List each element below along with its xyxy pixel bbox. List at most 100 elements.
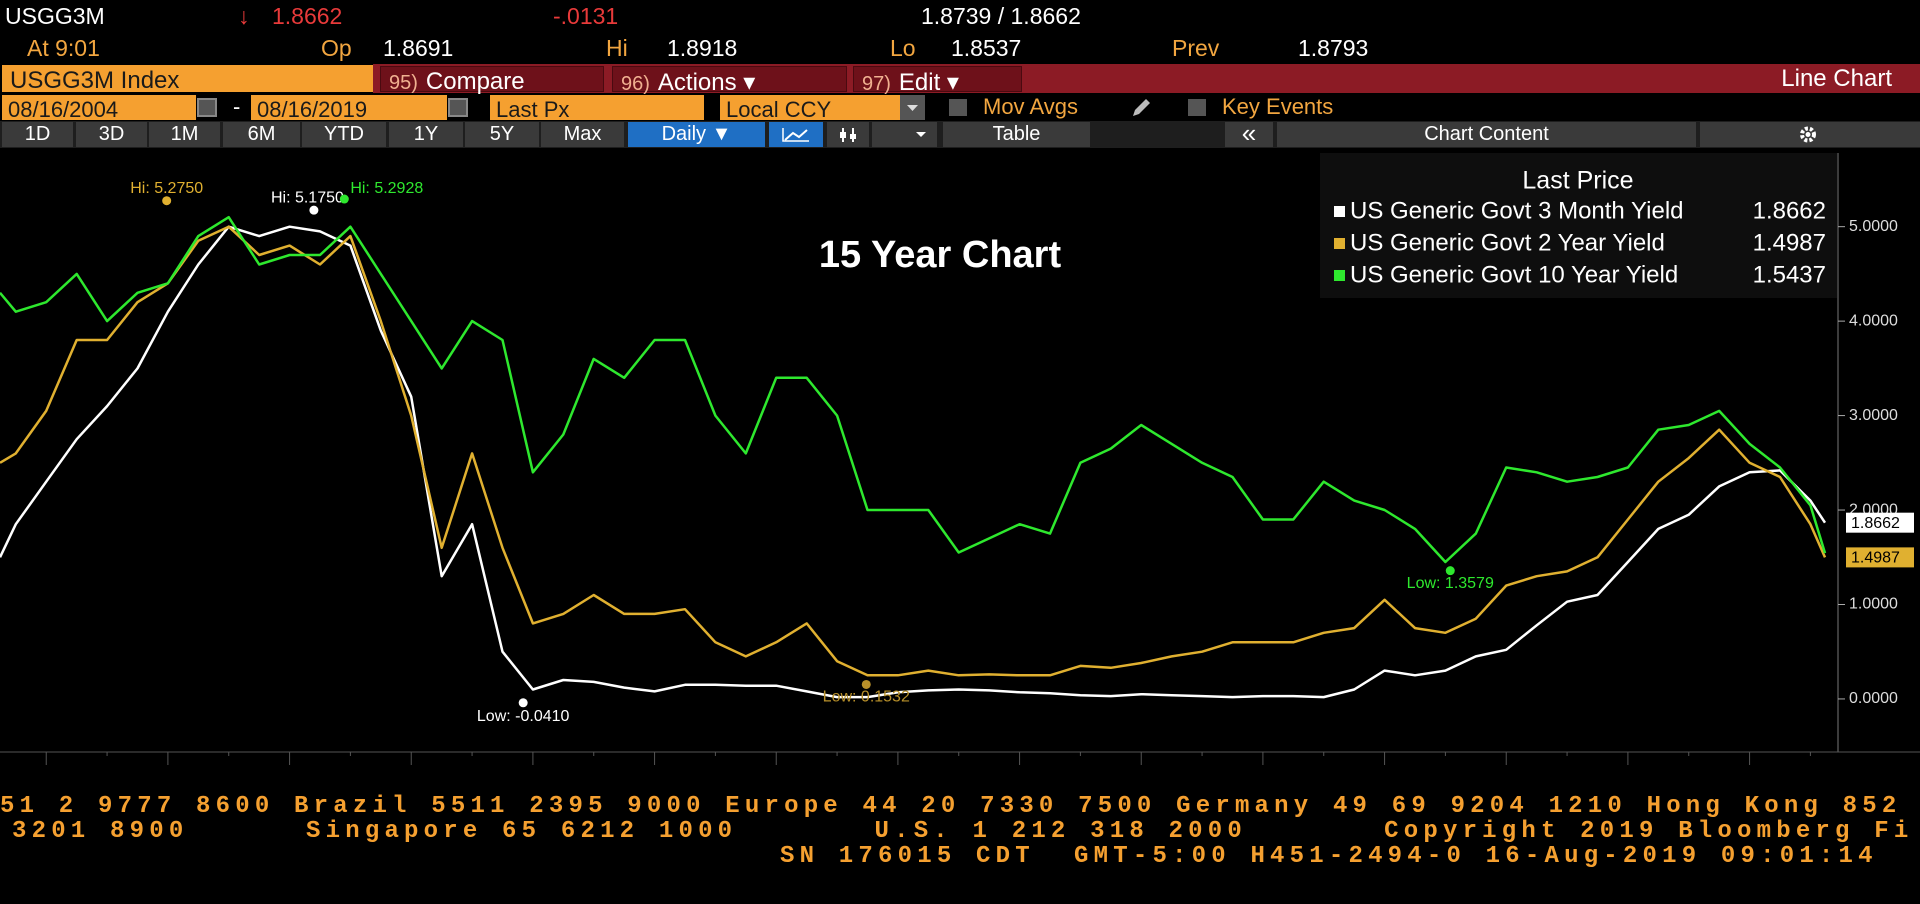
- button-label: Compare: [425, 68, 525, 95]
- last-price-tag: [1846, 512, 1914, 533]
- icon: [840, 128, 856, 142]
- series-line: [0, 215, 1827, 564]
- annotation-point: [518, 698, 528, 708]
- button-number: 96): [621, 73, 650, 95]
- checkbox[interactable]: [1188, 99, 1206, 116]
- line-icon[interactable]: [769, 122, 823, 147]
- y-tick-label: 3.0000: [1849, 407, 1898, 424]
- annotation-point: [309, 205, 319, 215]
- last-price-tag: [1846, 547, 1914, 568]
- footer-line: 3201 8900 Singapore 65 6212 1000 U.S. 1 …: [12, 818, 1914, 845]
- annotation-label: Low: -0.0410: [477, 708, 570, 725]
- annotation-point: [339, 194, 349, 204]
- icon: [916, 132, 926, 137]
- field[interactable]: Last Px: [490, 95, 704, 122]
- gear-icon: [1800, 126, 1816, 143]
- prev-label: Prev: [1172, 35, 1220, 61]
- y-tick-label: 4.0000: [1849, 312, 1898, 329]
- last-price-tag-label: 1.8662: [1851, 515, 1900, 532]
- calendar-icon[interactable]: [197, 98, 217, 117]
- toolbar-button[interactable]: 97) Edit ▾: [853, 66, 1022, 96]
- annotation-label: Low: 0.1532: [823, 689, 910, 706]
- range-button[interactable]: 5Y: [465, 122, 539, 147]
- legend-value: 1.8662: [1753, 197, 1826, 224]
- annotation-point: [162, 196, 172, 206]
- toolbar-button[interactable]: 96) Actions ▾: [612, 66, 847, 96]
- view-name: Line Chart: [1781, 65, 1892, 92]
- currency[interactable]: Local CCY: [720, 95, 900, 122]
- quote: 1.8739 / 1.8662: [921, 3, 1081, 29]
- range-button[interactable]: 1D: [2, 122, 73, 147]
- start-date[interactable]: 08/16/2004: [2, 95, 196, 122]
- series-line: [0, 225, 1827, 699]
- footer-line: SN 176015 CDT GMT-5:00 H451-2494-0 16-Au…: [780, 843, 1878, 870]
- last-price-tag-label: 1.4987: [1851, 550, 1900, 567]
- toolbar-button[interactable]: 95) Compare: [380, 66, 604, 95]
- y-tick-label: 5.0000: [1849, 218, 1898, 235]
- legend-value: 1.5437: [1753, 261, 1826, 288]
- annotation-label: Hi: 5.2928: [350, 180, 423, 197]
- legend-label: US Generic Govt 3 Month Yield: [1350, 197, 1684, 224]
- end-date[interactable]: 08/16/2019: [251, 95, 447, 122]
- annotation-label: Hi: 5.2750: [130, 180, 203, 197]
- change: -.0131: [553, 3, 619, 29]
- dropdown[interactable]: [872, 122, 937, 147]
- legend-value: 1.4987: [1753, 229, 1826, 256]
- button-number: 97): [862, 73, 891, 95]
- last-price: 1.8662: [272, 3, 343, 29]
- chart-content[interactable]: Chart Content: [1277, 122, 1696, 147]
- toolbar-bar: [373, 64, 1920, 93]
- direction: ↓: [238, 3, 250, 29]
- legend-swatch: [1334, 238, 1345, 249]
- checkbox[interactable]: [949, 99, 967, 116]
- annotation-label: Low: 1.3579: [1407, 575, 1494, 592]
- legend-swatch: [1334, 206, 1345, 217]
- mov-avgs[interactable]: Mov Avgs: [983, 94, 1078, 119]
- button-label: Actions ▾: [657, 69, 756, 96]
- low: 1.8537: [951, 35, 1022, 61]
- range-button[interactable]: 3D: [76, 122, 147, 147]
- security[interactable]: USGG3M Index: [2, 65, 373, 94]
- range-button[interactable]: 6M: [223, 122, 300, 147]
- button-label: Edit ▾: [898, 69, 959, 96]
- open-label: Op: [321, 35, 352, 61]
- annotation-point: [861, 679, 871, 689]
- legend-title: Last Price: [1522, 167, 1633, 195]
- periodicity[interactable]: Daily ▼: [628, 122, 765, 147]
- annotation-label: Hi: 5.1750: [271, 189, 344, 206]
- range-button[interactable]: YTD: [302, 122, 386, 147]
- bar-icon[interactable]: [827, 122, 869, 147]
- high: 1.8918: [667, 35, 738, 61]
- icon: [782, 128, 809, 142]
- low-label: Lo: [890, 35, 916, 61]
- chart-title: 15 Year Chart: [819, 234, 1062, 276]
- range-button[interactable]: Max: [541, 122, 624, 147]
- key-events[interactable]: Key Events: [1222, 94, 1334, 119]
- collapse-button[interactable]: «: [1225, 120, 1273, 147]
- time: At 9:01: [27, 35, 100, 61]
- calendar-icon[interactable]: [448, 98, 468, 117]
- pencil-icon[interactable]: [1130, 97, 1154, 119]
- table-button[interactable]: Table: [943, 122, 1090, 147]
- prev: 1.8793: [1298, 35, 1369, 61]
- annotation-point: [1445, 566, 1455, 576]
- range-button[interactable]: 1M: [149, 122, 220, 147]
- y-tick-label: 0.0000: [1849, 690, 1898, 707]
- date-separator: -: [233, 94, 241, 119]
- series-line: [0, 225, 1827, 677]
- legend-swatch: [1334, 270, 1345, 281]
- legend-label: US Generic Govt 2 Year Yield: [1350, 229, 1665, 256]
- settings[interactable]: [1700, 122, 1920, 147]
- legend-box: [1320, 153, 1837, 298]
- footer-line: 51 2 9777 8600 Brazil 5511 2395 9000 Eur…: [0, 793, 1902, 820]
- open: 1.8691: [383, 35, 454, 61]
- chart: Last Price 15 Year Chart 0.00001.00002.0…: [0, 153, 1920, 765]
- dropdown-arrow[interactable]: [900, 95, 925, 120]
- legend-label: US Generic Govt 10 Year Yield: [1350, 261, 1678, 288]
- arrow-icon: [907, 105, 918, 111]
- ticker: USGG3M: [5, 3, 105, 29]
- high-label: Hi: [606, 35, 628, 61]
- y-tick-label: 1.0000: [1849, 596, 1898, 613]
- range-button[interactable]: 1Y: [389, 122, 463, 147]
